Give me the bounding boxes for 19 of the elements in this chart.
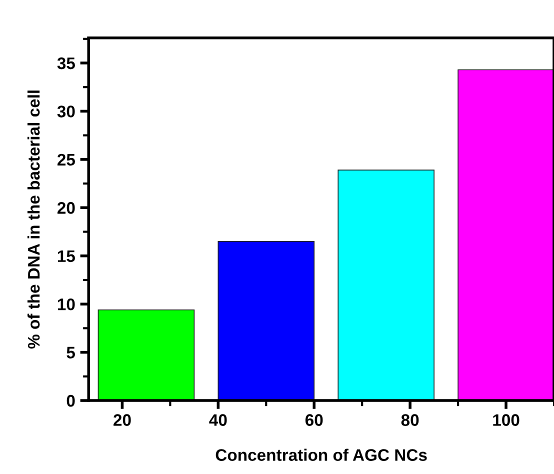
x-tick-label: 80 xyxy=(401,414,419,426)
y-tick-label: 20 xyxy=(57,202,75,214)
bar xyxy=(458,69,554,401)
y-tick-label: 0 xyxy=(66,394,75,407)
y-tick-label: 10 xyxy=(58,298,75,310)
x-axis-title: Concentration of AGC NCs xyxy=(216,448,427,461)
x-tick-label: 40 xyxy=(209,414,227,426)
y-tick-label: 15 xyxy=(58,250,75,262)
bar xyxy=(338,170,434,401)
x-tick-label: 20 xyxy=(114,414,131,426)
y-axis-title: % of the DNA in the bacterial cell xyxy=(27,90,40,349)
y-tick-label: 25 xyxy=(57,154,75,166)
bar xyxy=(98,309,195,401)
y-tick-label: 35 xyxy=(57,57,75,70)
bar xyxy=(218,240,315,401)
y-tick-label: 5 xyxy=(66,346,75,359)
y-tick-label: 30 xyxy=(57,106,75,118)
x-tick-label: 60 xyxy=(305,414,323,426)
x-tick-label: 100 xyxy=(493,414,520,426)
